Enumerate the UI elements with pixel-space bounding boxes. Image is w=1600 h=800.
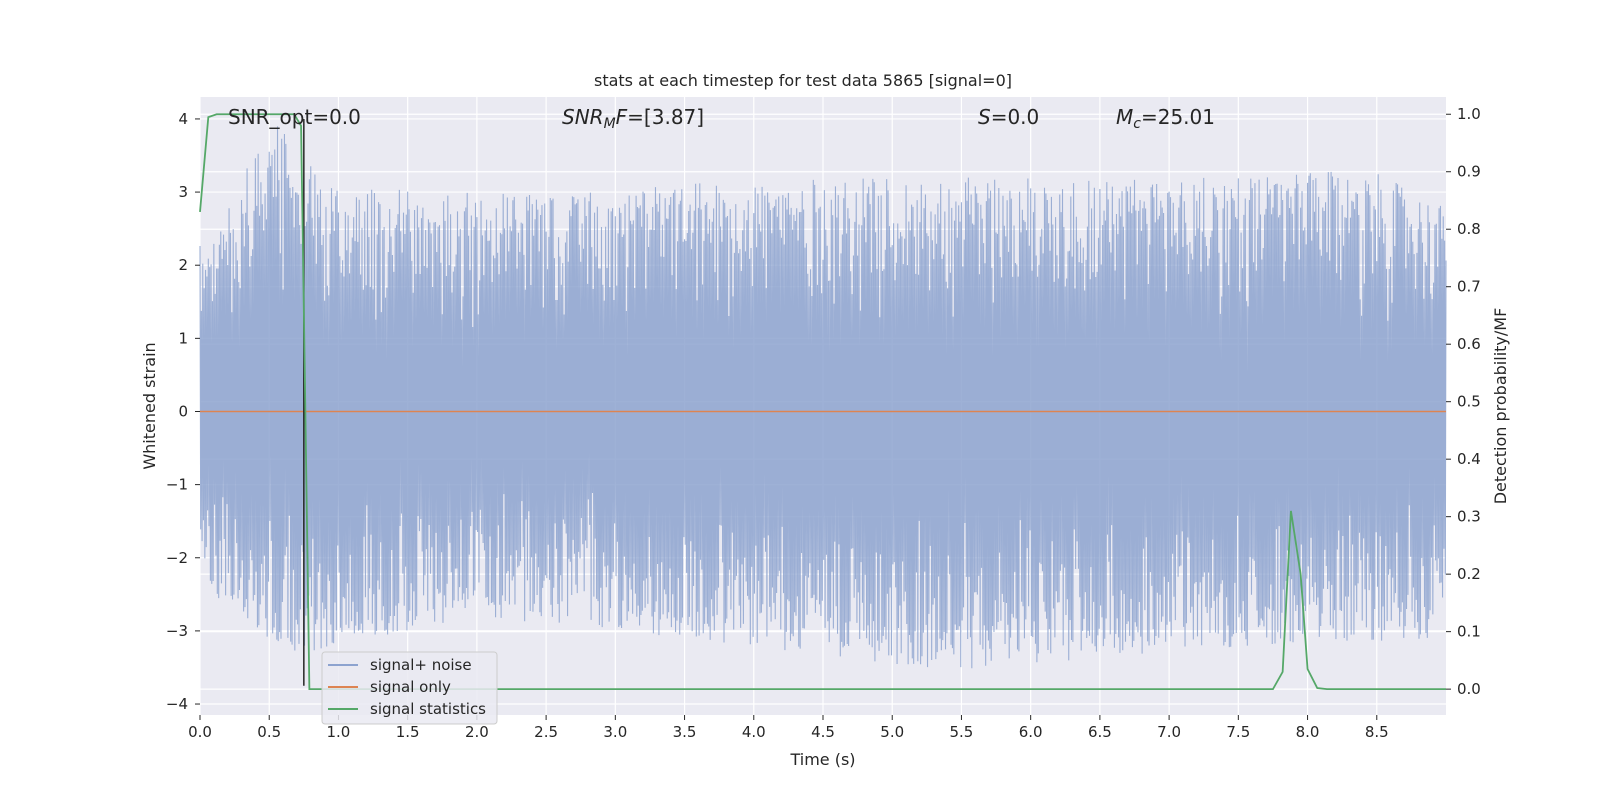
x-tick-label: 5.0: [880, 723, 904, 741]
noise-series: [199, 126, 1447, 669]
x-tick-label: 1.0: [327, 723, 351, 741]
y2-tick-label: 1.0: [1457, 105, 1481, 123]
y-tick-label: −4: [166, 695, 188, 713]
x-tick-label: 0.5: [257, 723, 281, 741]
tick-labels: 0.0 0.5 1.0 1.5 2.0 2.5 3.0 3.5 4.0 4.5 5.0 5.5 6.0 6…: [166, 105, 1481, 741]
y2-tick-label: 0.3: [1457, 508, 1481, 526]
y2-tick-label: 0.9: [1457, 163, 1481, 181]
series-noise-line: [199, 126, 1447, 669]
y-tick-label: 4: [178, 110, 188, 128]
annotation-s: S=0.0: [978, 105, 1039, 129]
y2-tick-label: 0.4: [1457, 450, 1481, 468]
x-tick-label: 2.0: [465, 723, 489, 741]
y2-axis-label: Detection probability/MF: [1491, 308, 1510, 505]
annotation-mc: Mc=25.01: [1116, 105, 1215, 132]
x-tick-label: 6.0: [1019, 723, 1043, 741]
legend-label-signal: signal only: [370, 678, 451, 696]
y-tick-label: 3: [178, 183, 188, 201]
x-tick-label: 4.0: [742, 723, 766, 741]
annotation-snr-opt: SNR_opt=0.0: [228, 105, 361, 129]
x-tick-label: 0.0: [188, 723, 212, 741]
legend-label-noise: signal+ noise: [370, 656, 472, 674]
x-tick-label: 5.5: [950, 723, 974, 741]
x-tick-label: 1.5: [396, 723, 420, 741]
y2-tick-label: 0.8: [1457, 220, 1481, 238]
y2-tick-label: 0.0: [1457, 680, 1481, 698]
y-tick-label: −2: [166, 549, 188, 567]
y-tick-label: −3: [166, 622, 188, 640]
annotation-snr-mf: SNRMF=[3.87]: [562, 105, 704, 132]
y2-tick-label: 0.6: [1457, 335, 1481, 353]
y-tick-label: −1: [166, 476, 188, 494]
y-tick-label: 2: [178, 256, 188, 274]
x-tick-label: 7.0: [1157, 723, 1181, 741]
x-tick-label: 6.5: [1088, 723, 1112, 741]
x-tick-label: 3.0: [603, 723, 627, 741]
y2-tick-label: 0.1: [1457, 623, 1481, 641]
x-axis-label: Time (s): [789, 750, 855, 769]
y-axis-label: Whitened strain: [140, 342, 159, 469]
y2-tick-label: 0.7: [1457, 278, 1481, 296]
y2-tick-label: 0.2: [1457, 565, 1481, 583]
legend-box: [321, 651, 498, 725]
x-tick-label: 3.5: [673, 723, 697, 741]
y-tick-label: 0: [178, 402, 188, 420]
y-tick-label: 1: [178, 329, 188, 347]
x-tick-label: 8.5: [1365, 723, 1389, 741]
y2-tick-label: 0.5: [1457, 393, 1481, 411]
legend-label-statistics: signal statistics: [370, 700, 486, 718]
chart-title: stats at each timestep for test data 586…: [594, 71, 1012, 90]
x-tick-label: 7.5: [1226, 723, 1250, 741]
x-tick-label: 8.0: [1296, 723, 1320, 741]
x-tick-label: 2.5: [534, 723, 558, 741]
legend: signal+ noise signal only signal statist…: [321, 651, 498, 725]
x-tick-label: 4.5: [811, 723, 835, 741]
